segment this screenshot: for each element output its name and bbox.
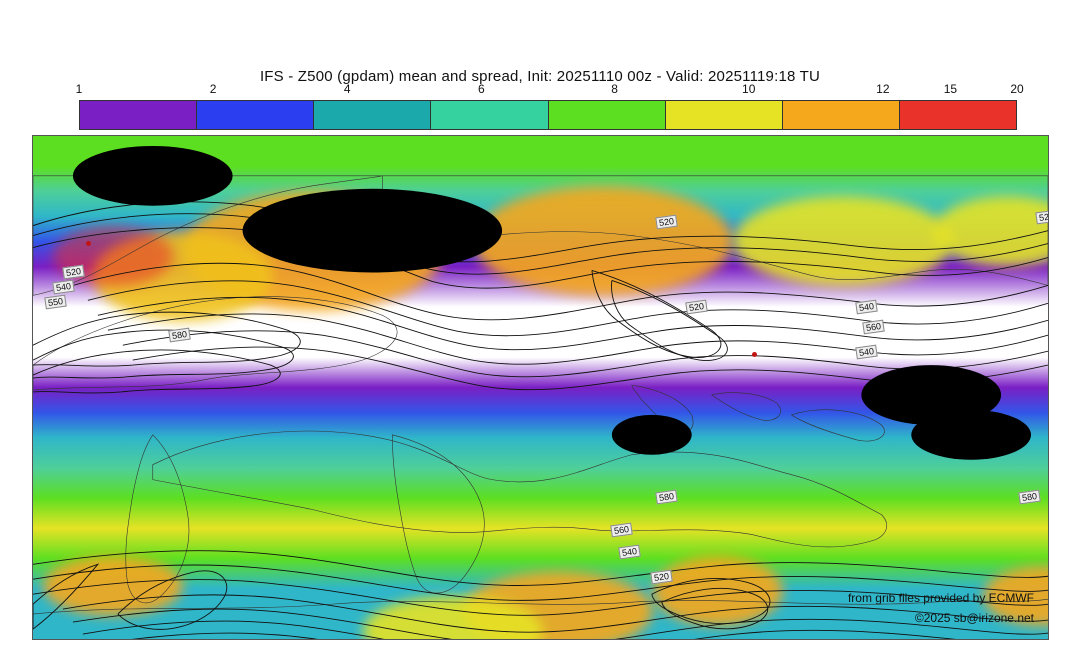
colorbar: 1 2 4 6 8 10 12 15 20 xyxy=(79,100,1017,130)
colorbar-segment-8-10 xyxy=(549,101,666,129)
tick-10: 10 xyxy=(742,82,755,96)
colorbar-gradient xyxy=(79,100,1017,130)
colorbar-segment-4-6 xyxy=(314,101,431,129)
weather-map-window: IFS - Z500 (gpdam) mean and spread, Init… xyxy=(0,0,1080,658)
world-map-plot[interactable]: 520 540 540 520 540 550 520 520 560 580 580 580 560 5… xyxy=(32,135,1049,640)
red-marker-dot-0 xyxy=(86,241,91,246)
tick-20: 20 xyxy=(1010,82,1023,96)
tick-4: 4 xyxy=(344,82,351,96)
colorbar-segment-6-8 xyxy=(431,101,548,129)
contour-label-520-7: 520 xyxy=(1035,210,1049,225)
credit-text-1: from grib files provided by ECMWF xyxy=(848,591,1034,605)
credit-text-2: ©2025 sb@irizone.net xyxy=(915,611,1034,625)
colorbar-segment-12-15 xyxy=(783,101,900,129)
colorbar-segment-2-4 xyxy=(197,101,314,129)
colorbar-segment-15-20 xyxy=(900,101,1016,129)
colorbar-ticks: 1 2 4 6 8 10 12 15 20 xyxy=(79,82,1017,98)
contour-label-560-15: 560 xyxy=(1048,535,1049,550)
tick-6: 6 xyxy=(478,82,485,96)
tick-8: 8 xyxy=(611,82,618,96)
tick-12: 12 xyxy=(876,82,889,96)
contour-and-coastline-overlay xyxy=(33,136,1048,639)
red-marker-dot-1 xyxy=(752,352,757,357)
colorbar-segment-1-2 xyxy=(80,101,197,129)
tick-2: 2 xyxy=(210,82,217,96)
tick-15: 15 xyxy=(944,82,957,96)
tick-1: 1 xyxy=(76,82,83,96)
colorbar-segment-10-12 xyxy=(666,101,783,129)
